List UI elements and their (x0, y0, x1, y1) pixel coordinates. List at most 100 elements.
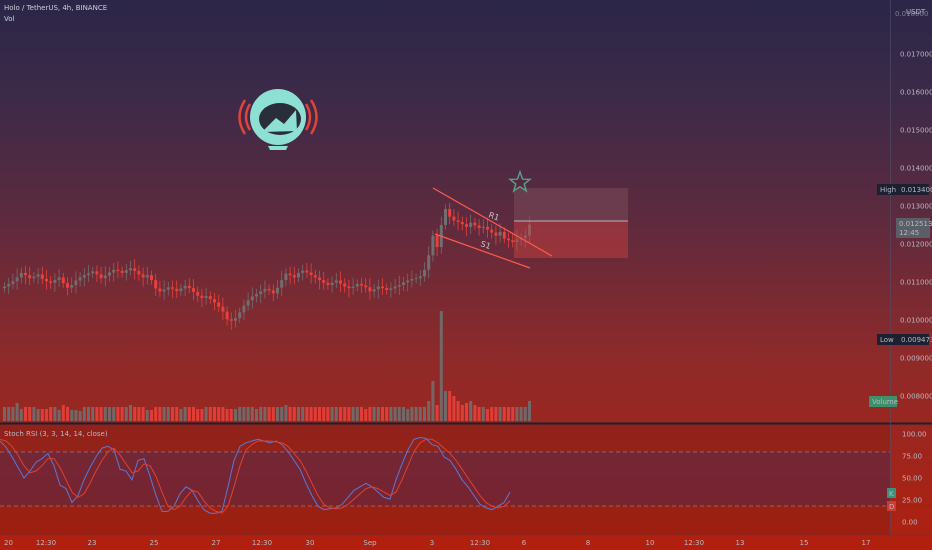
candle-body[interactable] (507, 238, 510, 241)
candle-body[interactable] (99, 274, 103, 279)
position-target-zone[interactable] (514, 188, 628, 221)
candle-body[interactable] (330, 282, 334, 286)
candle-body[interactable] (368, 287, 372, 292)
candle-body[interactable] (347, 286, 351, 289)
candle-body[interactable] (469, 222, 473, 227)
candle-body[interactable] (284, 273, 288, 281)
candle-body[interactable] (229, 319, 233, 321)
candle-body[interactable] (196, 291, 200, 296)
candle-body[interactable] (103, 275, 107, 279)
candle-body[interactable] (322, 280, 326, 283)
candle-body[interactable] (473, 222, 477, 226)
candle-body[interactable] (406, 280, 410, 283)
candle-body[interactable] (24, 272, 27, 276)
candle-body[interactable] (187, 285, 191, 289)
candle-body[interactable] (150, 275, 153, 281)
candle-body[interactable] (414, 278, 418, 280)
candle-body[interactable] (448, 209, 452, 217)
candle-body[interactable] (372, 289, 376, 292)
candle-body[interactable] (95, 271, 99, 275)
candle-body[interactable] (263, 288, 267, 292)
candle-body[interactable] (498, 231, 502, 236)
stoch-d-line[interactable] (0, 438, 511, 514)
candle-body[interactable] (427, 255, 431, 270)
candle-body[interactable] (288, 273, 292, 276)
time-axis[interactable] (0, 535, 932, 550)
candle-body[interactable] (481, 226, 485, 229)
candle-body[interactable] (116, 269, 120, 271)
candle-body[interactable] (431, 235, 435, 256)
candle-body[interactable] (221, 306, 225, 312)
candle-body[interactable] (339, 280, 342, 284)
candle-body[interactable] (3, 286, 6, 289)
candle-body[interactable] (465, 224, 468, 227)
candle-body[interactable] (217, 302, 221, 307)
candle-body[interactable] (477, 225, 481, 229)
candle-body[interactable] (435, 235, 439, 248)
candle-body[interactable] (87, 273, 90, 276)
vol-header-label[interactable]: Vol (4, 15, 15, 23)
candle-body[interactable] (523, 235, 527, 239)
candle-body[interactable] (179, 288, 183, 292)
candle-body[interactable] (292, 275, 296, 278)
candle-body[interactable] (7, 283, 11, 287)
candle-body[interactable] (389, 288, 393, 290)
candle-body[interactable] (460, 221, 464, 225)
candle-body[interactable] (490, 229, 494, 233)
candle-body[interactable] (162, 289, 166, 292)
candle-body[interactable] (108, 272, 111, 276)
candle-body[interactable] (70, 285, 74, 288)
candle-body[interactable] (225, 311, 229, 320)
candle-body[interactable] (271, 290, 275, 294)
candle-body[interactable] (19, 272, 23, 278)
candle-body[interactable] (175, 288, 179, 292)
candle-body[interactable] (112, 269, 116, 273)
candle-body[interactable] (183, 285, 187, 289)
candle-body[interactable] (318, 277, 321, 281)
candle-body[interactable] (376, 286, 380, 290)
candle-body[interactable] (137, 270, 141, 275)
candle-body[interactable] (456, 220, 460, 222)
resistance-trendline[interactable] (432, 187, 553, 257)
candle-body[interactable] (208, 296, 212, 300)
candle-body[interactable] (45, 278, 48, 282)
candle-body[interactable] (393, 286, 397, 289)
candle-body[interactable] (82, 275, 86, 278)
candle-body[interactable] (364, 285, 368, 288)
candle-body[interactable] (141, 274, 145, 278)
candle-body[interactable] (145, 275, 149, 278)
candle-body[interactable] (32, 276, 36, 279)
candle-body[interactable] (418, 276, 422, 279)
candle-body[interactable] (410, 278, 414, 281)
candle-body[interactable] (255, 294, 258, 297)
candle-body[interactable] (213, 299, 216, 303)
candle-body[interactable] (276, 287, 279, 294)
candle-body[interactable] (381, 286, 384, 289)
candle-body[interactable] (28, 275, 32, 279)
candle-body[interactable] (423, 269, 426, 277)
candle-body[interactable] (158, 288, 162, 292)
candle-body[interactable] (204, 296, 208, 298)
candle-body[interactable] (385, 288, 389, 290)
stoch-k-line[interactable] (0, 436, 511, 514)
candle-body[interactable] (511, 240, 515, 243)
candle-body[interactable] (171, 287, 174, 289)
candle-body[interactable] (11, 281, 15, 284)
candle-body[interactable] (133, 268, 137, 271)
support-trendline[interactable] (434, 233, 531, 269)
candle-body[interactable] (36, 274, 40, 277)
candle-body[interactable] (309, 272, 313, 276)
candle-body[interactable] (49, 281, 53, 283)
candle-body[interactable] (91, 271, 95, 274)
candle-body[interactable] (15, 277, 19, 282)
candle-body[interactable] (154, 280, 158, 289)
candle-body[interactable] (200, 295, 204, 298)
candle-body[interactable] (124, 270, 128, 273)
candle-body[interactable] (192, 288, 195, 292)
chart-header-title[interactable]: Holo / TetherUS, 4h, BINANCE (4, 4, 108, 12)
candle-body[interactable] (355, 283, 359, 287)
candle-body[interactable] (78, 277, 82, 281)
candle-body[interactable] (61, 277, 65, 284)
candle-body[interactable] (242, 305, 246, 313)
candle-body[interactable] (238, 312, 242, 319)
